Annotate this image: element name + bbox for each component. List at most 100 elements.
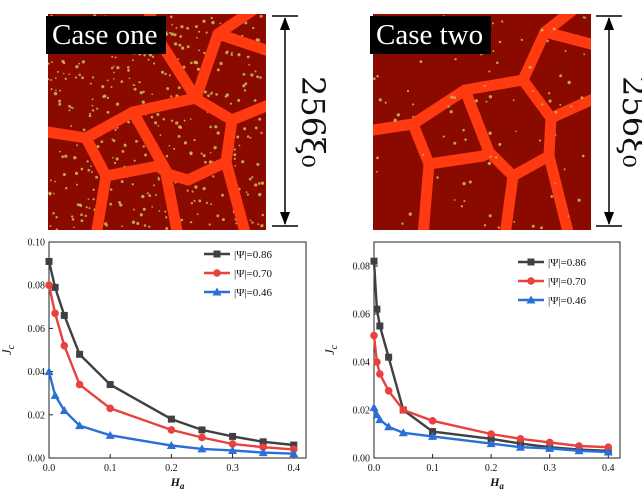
inclusion-dot — [559, 74, 563, 78]
inclusion-dot — [376, 74, 379, 78]
inclusion-dot — [212, 175, 215, 178]
inclusion-dot — [520, 38, 523, 42]
legend: |Ψ|=0.86 |Ψ|=0.70 |Ψ|=0.46 — [204, 249, 272, 299]
inclusion-dot — [202, 186, 206, 191]
inclusion-dot — [183, 141, 188, 145]
inclusion-dot — [51, 61, 53, 64]
inclusion-dot — [90, 165, 92, 168]
x-tick-label: 0.2 — [165, 463, 178, 474]
inclusion-dot — [68, 109, 71, 112]
inclusion-dot — [110, 67, 114, 70]
inclusion-dot — [50, 88, 53, 91]
inclusion-dot — [155, 193, 158, 196]
data-point — [60, 311, 68, 319]
inclusion-dot — [401, 222, 404, 225]
inclusion-dot — [233, 157, 236, 161]
inclusion-dot — [412, 103, 415, 106]
inclusion-dot — [256, 162, 260, 166]
inclusion-dot — [78, 62, 81, 65]
data-point — [106, 381, 114, 389]
inclusion-dot — [422, 153, 425, 156]
inclusion-dot — [221, 218, 225, 222]
y-tick-label: 0.04 — [353, 358, 371, 369]
inclusion-dot — [488, 214, 492, 218]
inclusion-dot — [548, 92, 551, 95]
inclusion-dot — [115, 157, 119, 161]
inclusion-dot — [186, 26, 190, 30]
data-point — [259, 438, 267, 446]
inclusion-dot — [442, 135, 445, 138]
inclusion-dot — [190, 202, 194, 205]
inclusion-dot — [158, 210, 161, 212]
inclusion-dot — [120, 80, 124, 83]
inclusion-dot — [126, 66, 130, 69]
x-tick-label: 0.0 — [43, 463, 56, 474]
inclusion-dot — [64, 77, 67, 80]
inclusion-dot — [91, 98, 94, 101]
inclusion-dot — [233, 153, 237, 157]
inclusion-dot — [120, 180, 124, 184]
inclusion-dot — [497, 226, 500, 229]
inclusion-dot — [513, 220, 516, 223]
data-point — [399, 406, 408, 414]
inclusion-dot — [81, 60, 86, 64]
inclusion-dot — [80, 167, 84, 171]
inclusion-dot — [215, 93, 218, 96]
x-tick-label: 0.2 — [485, 463, 498, 474]
inclusion-dot — [173, 33, 177, 37]
x-axis-label: Ha — [489, 475, 504, 491]
data-point — [428, 417, 437, 425]
inclusion-dot — [112, 139, 116, 143]
inclusion-dot — [483, 224, 487, 227]
series-2 — [370, 331, 613, 451]
inclusion-dot — [75, 65, 79, 69]
inclusion-dot — [175, 121, 179, 125]
inclusion-dot — [115, 102, 120, 106]
inclusion-dot — [116, 126, 119, 129]
inclusion-dot — [153, 184, 156, 187]
data-point — [105, 430, 115, 439]
inclusion-dot — [554, 182, 557, 185]
inclusion-dot — [119, 203, 123, 207]
data-point — [429, 428, 437, 436]
inclusion-dot — [182, 65, 186, 69]
inclusion-dot — [449, 110, 453, 114]
inclusion-dot — [96, 107, 99, 110]
inclusion-dot — [133, 87, 137, 91]
inclusion-dot — [150, 115, 154, 119]
inclusion-dot — [106, 79, 109, 82]
data-point — [604, 443, 613, 451]
inclusion-dot — [170, 119, 174, 122]
x-tick-label: 0.3 — [226, 463, 239, 474]
inclusion-dot — [203, 51, 206, 55]
inclusion-dot — [151, 206, 154, 208]
data-point — [258, 448, 268, 457]
inclusion-dot — [89, 112, 92, 115]
inclusion-dot — [234, 165, 237, 167]
data-point — [516, 435, 525, 443]
inclusion-dot — [82, 128, 86, 132]
inclusion-dot — [260, 131, 263, 135]
data-point — [373, 305, 381, 313]
data-point — [50, 390, 60, 399]
inclusion-dot — [88, 207, 91, 210]
inclusion-dot — [116, 66, 120, 70]
inclusion-dot — [105, 224, 108, 227]
inclusion-dot — [131, 59, 134, 62]
inclusion-dot — [76, 203, 80, 207]
inclusion-dot — [196, 36, 198, 39]
y-tick-label: 0.06 — [28, 324, 46, 335]
inclusion-dot — [109, 202, 113, 206]
inclusion-dot — [255, 38, 259, 42]
inclusion-dot — [54, 77, 57, 79]
inclusion-dot — [196, 213, 199, 216]
inclusion-dot — [52, 212, 55, 215]
x-tick-label: 0.4 — [602, 463, 615, 474]
data-point — [373, 358, 381, 366]
inclusion-dot — [224, 95, 227, 98]
inclusion-dot — [62, 61, 66, 65]
inclusion-dot — [209, 125, 212, 129]
inclusion-dot — [92, 197, 95, 201]
inclusion-dot — [236, 135, 240, 139]
inclusion-dot — [74, 76, 78, 79]
